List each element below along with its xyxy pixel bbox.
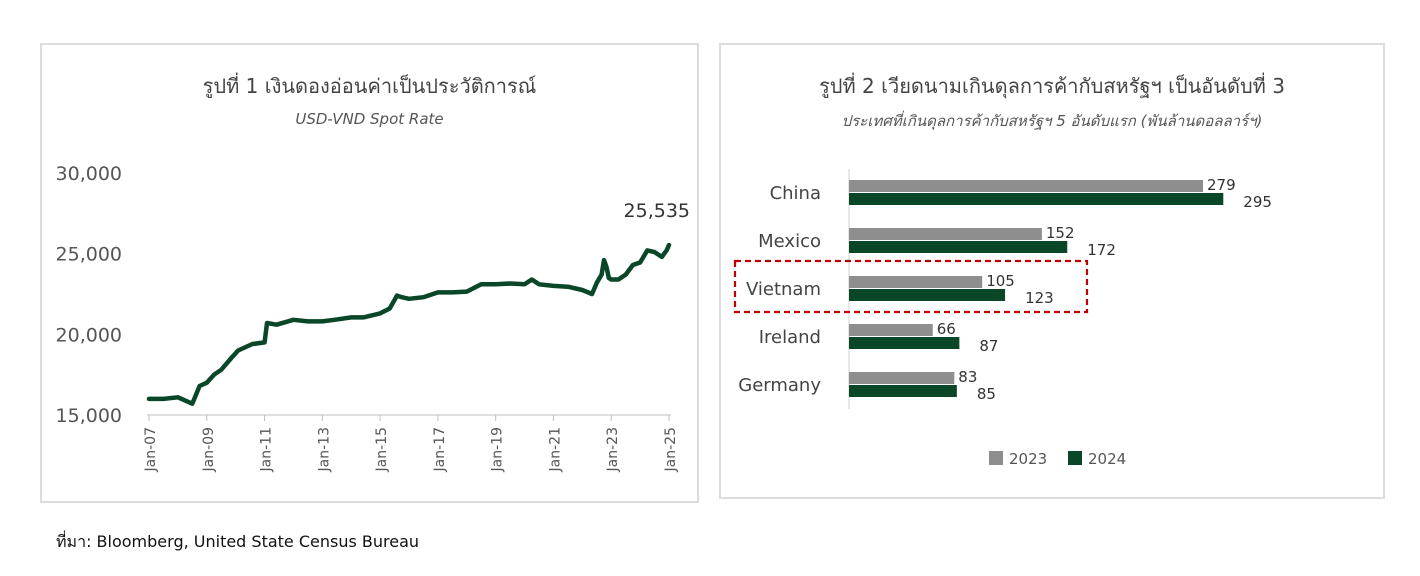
x-tick-label: Jan-13 <box>316 427 332 472</box>
trade-surplus-panel: รูปที่ 2 เวียดนามเกินดุลการค้ากับสหรัฐฯ … <box>719 43 1385 499</box>
y-tick-label: 20,000 <box>56 324 122 346</box>
chart1-subtitle: USD-VND Spot Rate <box>295 110 444 128</box>
fx-line-chart: 15,000 20,000 25,000 30,000 Jan-07 Jan-09 Jan-… <box>56 163 690 472</box>
x-tick-label: Jan-09 <box>201 427 217 472</box>
category-label: China <box>770 183 821 204</box>
x-tick-label: Jan-07 <box>143 427 159 472</box>
bar-2024 <box>849 241 1068 253</box>
legend-swatch-2023 <box>989 451 1003 465</box>
vietnam-highlight-box <box>733 259 1089 314</box>
y-tick-label: 15,000 <box>56 405 122 427</box>
chart1-title: รูปที่ 1 เงินดองอ่อนค่าเป็นประวัติการณ์ <box>202 74 537 98</box>
x-tick-label: Jan-25 <box>663 427 679 472</box>
bar-2023 <box>849 276 983 288</box>
chart2-subtitle: ประเทศที่เกินดุลการค้ากับสหรัฐฯ 5 อันดับ… <box>841 112 1263 130</box>
fx-chart-panel: รูปที่ 1 เงินดองอ่อนค่าเป็นประวัติการณ์ … <box>40 43 699 503</box>
legend-label: 2023 <box>1009 450 1047 468</box>
last-value-label: 25,535 <box>624 200 690 222</box>
bar-2024 <box>849 337 960 349</box>
source-note: ที่มา: Bloomberg, United State Census Bu… <box>56 532 420 551</box>
bar-value-label: 105 <box>986 272 1015 290</box>
x-tick-label: Jan-23 <box>605 427 621 472</box>
y-tick-label: 30,000 <box>56 163 122 185</box>
x-tick-label: Jan-11 <box>259 427 275 472</box>
trade-bar-chart: China 279 295 Mexico 152 172 Vietnam 105 123 Irel… <box>733 169 1272 468</box>
bar-value-label: 66 <box>937 320 956 338</box>
category-label: Ireland <box>759 327 821 348</box>
chart2-title: รูปที่ 2 เวียดนามเกินดุลการค้ากับสหรัฐฯ … <box>819 74 1285 98</box>
category-label: Mexico <box>758 231 821 252</box>
bar-2023 <box>849 324 933 336</box>
bar-value-label: 279 <box>1207 176 1236 194</box>
bar-value-label: 85 <box>977 385 996 403</box>
bar-2023 <box>849 228 1042 240</box>
bar-value-label: 172 <box>1087 241 1116 259</box>
category-label: Germany <box>738 375 821 396</box>
legend-label: 2024 <box>1088 450 1126 468</box>
x-tick-label: Jan-15 <box>374 427 390 472</box>
x-tick-label: Jan-17 <box>432 427 448 472</box>
category-label: Vietnam <box>746 279 821 300</box>
bar-2024 <box>849 385 957 397</box>
y-tick-label: 25,000 <box>56 244 122 266</box>
x-tick-label: Jan-21 <box>547 427 563 472</box>
legend-swatch-2024 <box>1068 451 1082 465</box>
x-tick-label: Jan-19 <box>490 427 506 472</box>
bar-2023 <box>849 180 1203 192</box>
bar-2024 <box>849 193 1224 205</box>
bar-2024 <box>849 289 1006 301</box>
usd-vnd-series-line <box>146 242 672 406</box>
bar-value-label: 295 <box>1243 193 1272 211</box>
bar-value-label: 87 <box>979 337 998 355</box>
bar-value-label: 123 <box>1025 289 1054 307</box>
bar-value-label: 152 <box>1046 224 1075 242</box>
bar-2023 <box>849 372 955 384</box>
bar-value-label: 83 <box>958 368 977 386</box>
